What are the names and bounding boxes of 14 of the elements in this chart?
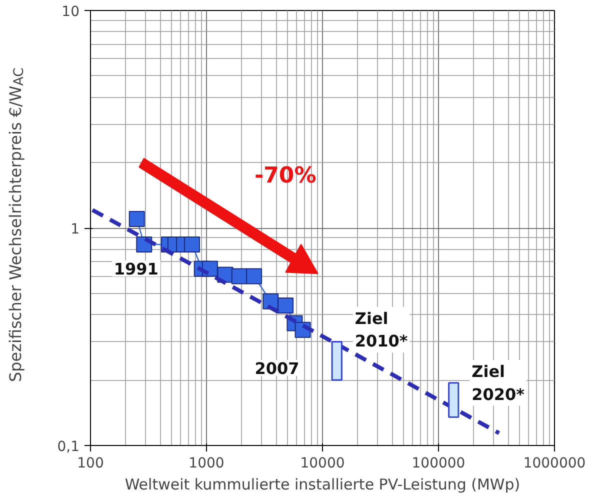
- annotation: Ziel 2020*: [472, 362, 526, 404]
- x-tick-label: 1000000: [523, 456, 586, 472]
- annotation: Ziel 2010*: [354, 308, 408, 351]
- x-tick-label: 10000: [300, 456, 345, 472]
- x-tick-label: 100: [77, 456, 104, 472]
- annotation: 2007: [254, 358, 300, 378]
- x-tick-label: 100000: [412, 456, 466, 472]
- x-axis-title: Weltweit kummulierte installierte PV-Leistung (MWp): [124, 476, 520, 494]
- y-tick-label: 1: [70, 222, 80, 238]
- x-tick-label: 1000: [188, 456, 224, 472]
- annotation: -70%: [254, 163, 316, 188]
- y-tick-label: 10: [62, 4, 80, 20]
- y-tick-label: 0,1: [57, 439, 80, 455]
- annotation: 1991: [114, 259, 158, 278]
